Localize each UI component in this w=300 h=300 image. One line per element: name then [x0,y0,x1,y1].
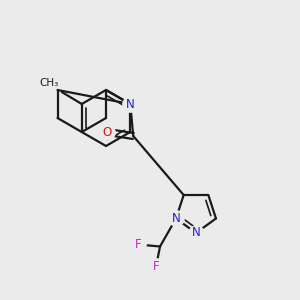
Text: CH₃: CH₃ [40,78,59,88]
Text: N: N [172,212,180,225]
Text: N: N [126,98,135,110]
Text: F: F [153,260,159,273]
Text: O: O [103,125,112,139]
Text: N: N [192,226,200,239]
Text: F: F [135,238,141,251]
